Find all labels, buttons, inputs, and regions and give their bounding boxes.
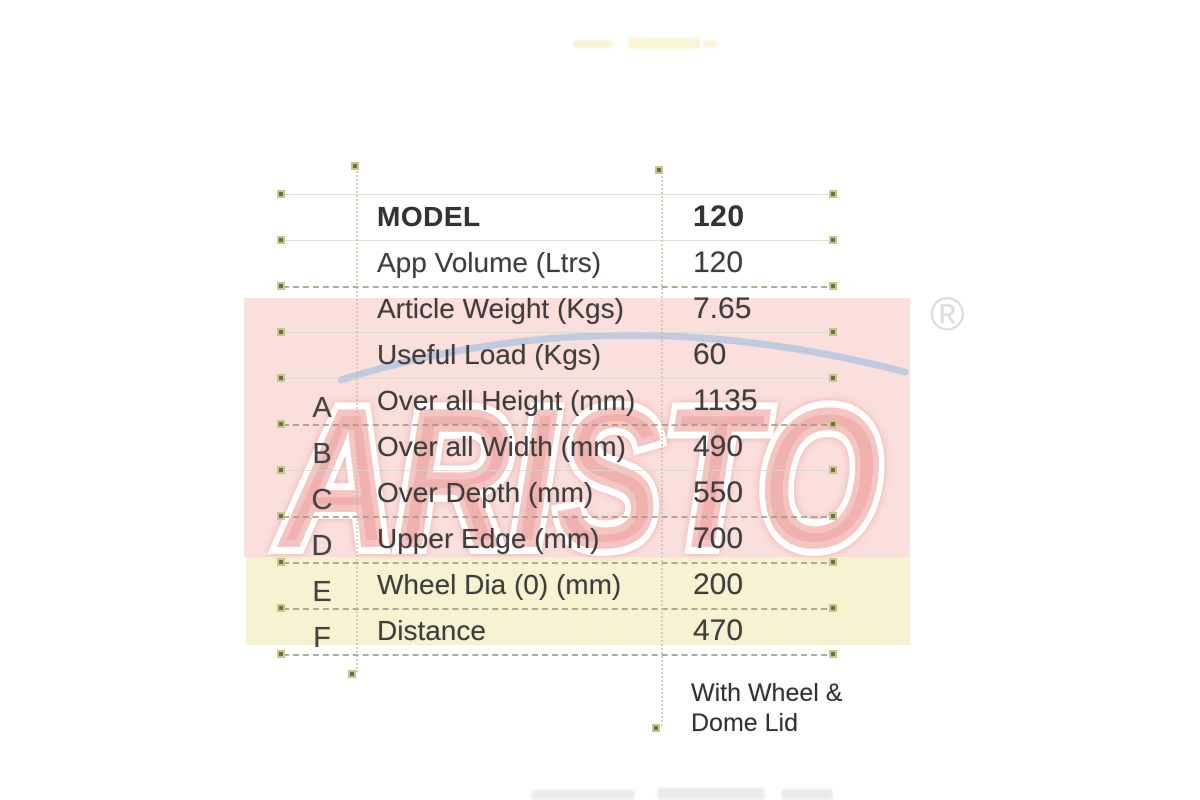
gridline [283,654,837,656]
grid-marker [277,558,285,566]
table-row: A Over all Height (mm) 1135 [283,378,837,424]
grid-marker [829,512,837,520]
row-value: 7.65 [693,292,752,325]
grid-marker [829,236,837,244]
table-row: Article Weight (Kgs) 7.65 [283,286,837,332]
row-label: Useful Load (Kgs) [377,339,602,370]
grid-marker [829,328,837,336]
column-divider-line [356,168,358,672]
grid-marker [829,650,837,658]
row-label: App Volume (Ltrs) [377,247,602,278]
footnote-line-1: With Wheel & [691,679,843,707]
row-label: Wheel Dia (0) (mm) [377,569,622,600]
grid-marker [829,604,837,612]
grid-marker [277,512,285,520]
row-letter: B [312,438,332,470]
grid-marker [655,166,663,174]
grid-marker [277,328,285,336]
grid-marker [277,604,285,612]
table-row: C Over Depth (mm) 550 [283,470,837,516]
table-row: F Distance 470 [283,608,837,654]
scan-artifact-bottom [657,788,765,800]
scan-artifact-top [703,40,717,48]
grid-marker [277,420,285,428]
row-value: 60 [693,338,727,371]
footnote-line-2: Dome Lid [691,709,798,737]
row-value: 200 [693,568,744,601]
grid-marker [829,466,837,474]
table-row: App Volume (Ltrs) 120 [283,240,837,286]
scan-artifact-top [628,38,700,49]
row-value: 470 [693,614,744,647]
gridline [283,562,837,564]
row-label: Article Weight (Kgs) [377,293,624,324]
row-letter: D [311,530,333,562]
gridline [283,378,837,379]
grid-marker [348,670,356,678]
row-value: 1135 [693,384,758,417]
scan-artifact-bottom [781,789,833,800]
row-label: Over all Height (mm) [377,385,636,416]
gridline [283,194,837,195]
grid-marker [829,282,837,290]
column-divider-line [661,172,663,726]
scan-artifact-bottom [531,790,635,800]
gridline [283,516,837,518]
grid-marker [277,190,285,198]
header-model-value: 120 [693,200,745,233]
gridline [283,608,837,610]
row-label: Distance [377,615,486,646]
table-row: B Over all Width (mm) 490 [283,424,837,470]
table-header-row: MODEL 120 [283,194,837,240]
table-row: D Upper Edge (mm) 700 [283,516,837,562]
header-model-label: MODEL [377,201,481,232]
grid-marker [829,420,837,428]
row-letter: C [311,484,333,516]
row-letter: A [312,392,332,424]
gridline [283,470,837,471]
grid-marker [829,190,837,198]
row-value: 120 [693,246,744,279]
grid-marker [277,282,285,290]
grid-marker [652,724,660,732]
grid-marker [829,374,837,382]
gridline [283,424,837,426]
gridline [283,332,837,333]
grid-marker [277,374,285,382]
row-value: 700 [693,522,744,555]
row-letter: F [313,622,331,654]
row-label: Over all Width (mm) [377,431,626,462]
grid-marker [277,466,285,474]
registered-trademark-icon: ® [930,287,965,340]
row-label: Over Depth (mm) [377,477,594,508]
grid-marker [277,650,285,658]
gridline [283,286,837,288]
footnote: With Wheel & Dome Lid [691,678,842,738]
table-row: E Wheel Dia (0) (mm) 200 [283,562,837,608]
grid-marker [277,236,285,244]
grid-marker [351,162,359,170]
row-label: Upper Edge (mm) [377,523,600,554]
gridline [283,240,837,241]
scan-artifact-top [573,40,613,48]
row-letter: E [312,576,332,608]
row-value: 490 [693,430,744,463]
table-row: Useful Load (Kgs) 60 [283,332,837,378]
grid-marker [829,558,837,566]
row-value: 550 [693,476,744,509]
